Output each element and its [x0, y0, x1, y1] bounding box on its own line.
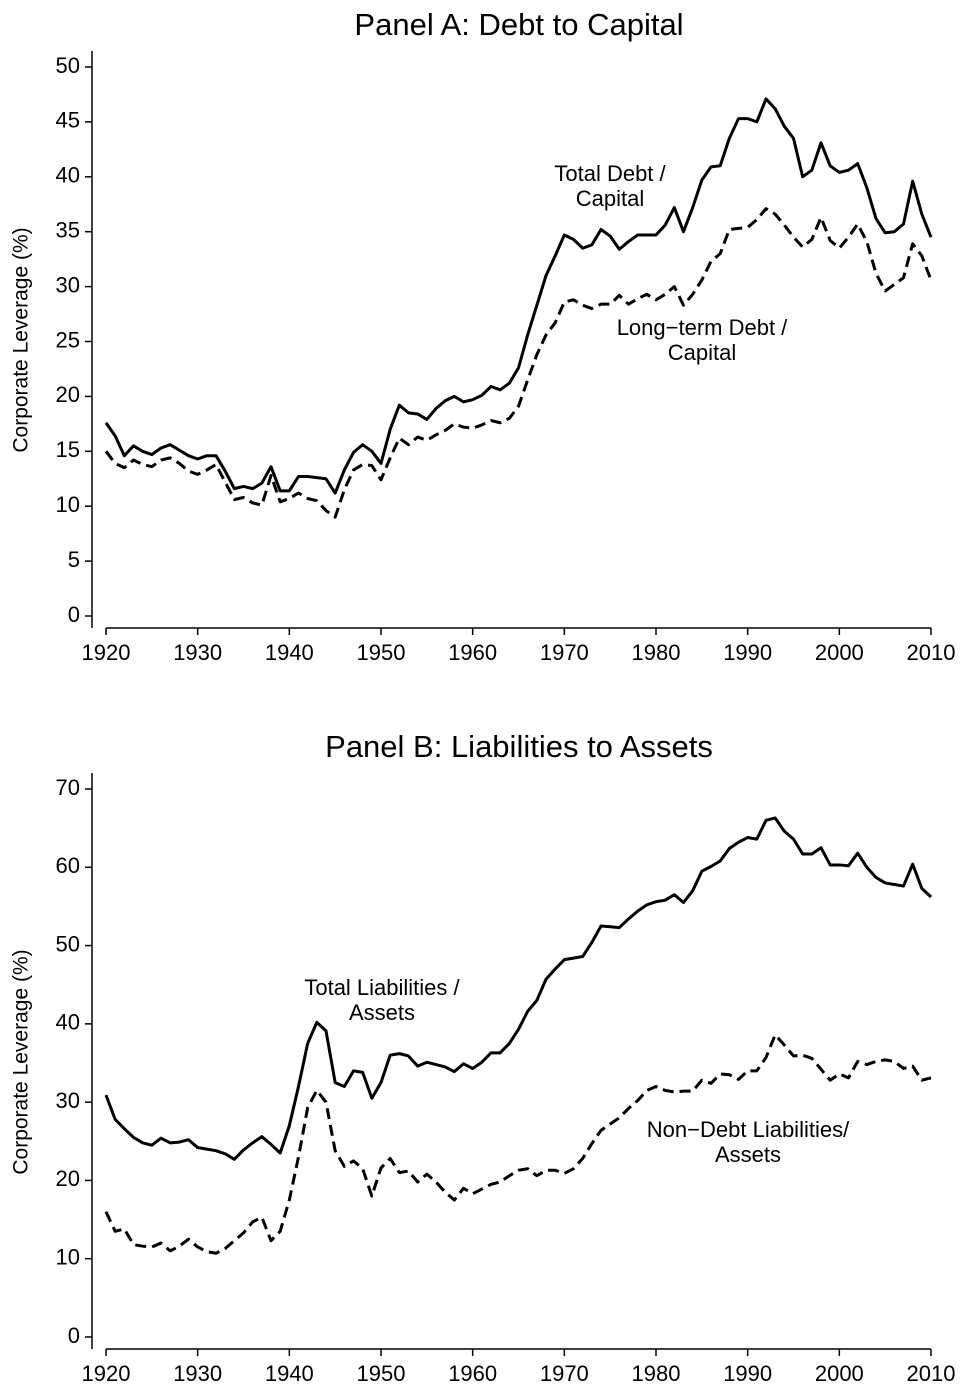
x-tick-label: 2000	[815, 1361, 864, 1386]
y-tick-label: 20	[56, 382, 80, 407]
x-tick-label: 1940	[265, 640, 314, 665]
y-tick-label: 25	[56, 327, 80, 352]
x-tick-label: 1920	[82, 1361, 131, 1386]
series-line	[104, 207, 933, 519]
y-axis-label: Corporate Leverage (%)	[10, 227, 33, 452]
chart-title: Panel A: Debt to Capital	[354, 7, 683, 42]
y-tick-label: 35	[56, 218, 80, 243]
x-tick-label: 1980	[632, 1361, 681, 1386]
chart-title: Panel B: Liabilities to Assets	[325, 729, 713, 764]
x-tick-label: 1960	[448, 1361, 497, 1386]
y-tick-label: 30	[56, 272, 80, 297]
y-tick-label: 70	[56, 775, 80, 800]
series-line	[104, 816, 933, 1161]
x-tick-label: 1920	[82, 640, 131, 665]
x-tick-label: 1970	[540, 640, 589, 665]
y-tick-label: 50	[56, 53, 80, 78]
annotation: Long−term Debt /	[617, 315, 788, 340]
annotation: Non−Debt Liabilities/	[647, 1117, 850, 1142]
y-tick-label: 10	[56, 492, 80, 517]
series-line	[104, 97, 933, 495]
y-tick-label: 15	[56, 437, 80, 462]
x-tick-label: 1930	[173, 1361, 222, 1386]
x-tick-label: 2000	[815, 640, 864, 665]
y-tick-label: 50	[56, 931, 80, 956]
y-tick-label: 45	[56, 108, 80, 133]
x-tick-label: 1970	[540, 1361, 589, 1386]
annotation: Assets	[715, 1142, 781, 1167]
y-axis-label: Corporate Leverage (%)	[10, 949, 33, 1174]
x-tick-label: 2010	[907, 1361, 956, 1386]
y-tick-label: 60	[56, 853, 80, 878]
y-tick-label: 20	[56, 1166, 80, 1191]
y-tick-label: 10	[56, 1245, 80, 1270]
x-tick-label: 1930	[173, 640, 222, 665]
x-tick-label: 1990	[723, 640, 772, 665]
y-tick-label: 0	[68, 1323, 80, 1348]
x-tick-label: 1950	[357, 640, 406, 665]
annotation: Total Debt /	[554, 161, 666, 186]
x-tick-label: 2010	[907, 640, 956, 665]
x-tick-label: 1990	[723, 1361, 772, 1386]
y-tick-label: 40	[56, 1010, 80, 1035]
x-tick-label: 1960	[448, 640, 497, 665]
y-tick-label: 0	[68, 602, 80, 627]
x-tick-label: 1940	[265, 1361, 314, 1386]
y-tick-label: 40	[56, 163, 80, 188]
series-line	[104, 1033, 932, 1255]
y-tick-label: 5	[68, 547, 80, 572]
annotation: Total Liabilities /	[304, 975, 460, 1000]
x-tick-label: 1980	[632, 640, 681, 665]
annotation: Assets	[349, 1000, 415, 1025]
annotation: Capital	[576, 186, 644, 211]
y-tick-label: 30	[56, 1088, 80, 1113]
x-tick-label: 1950	[357, 1361, 406, 1386]
annotation: Capital	[668, 340, 736, 365]
